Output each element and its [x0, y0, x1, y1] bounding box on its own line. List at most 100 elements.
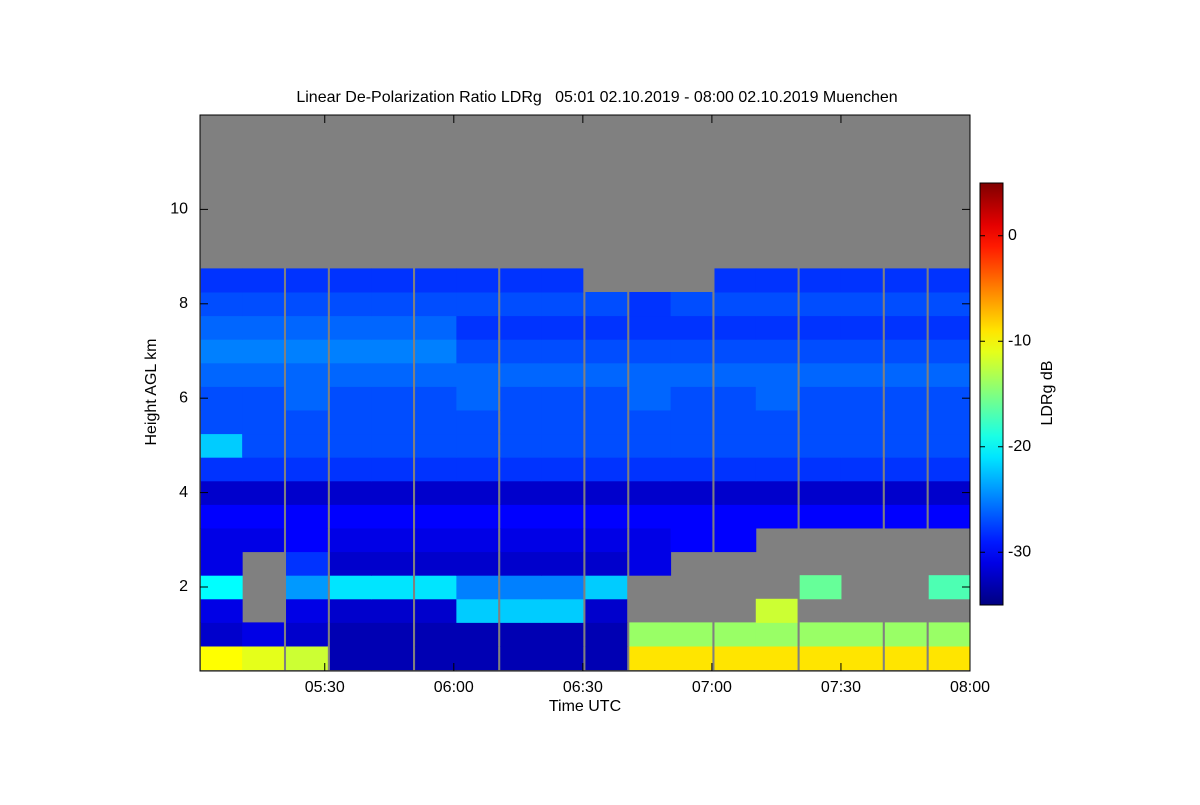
heatmap-cell	[670, 291, 713, 317]
heatmap-cell	[242, 433, 284, 458]
heatmap-cell	[415, 480, 457, 505]
heatmap-cell	[714, 433, 757, 458]
heatmap-cell	[500, 575, 543, 600]
heatmap-cell	[585, 575, 628, 600]
heatmap-cell	[286, 409, 328, 435]
heatmap-cell	[799, 480, 842, 505]
heatmap-cell	[415, 315, 457, 340]
heatmap-cell	[799, 409, 842, 435]
heatmap-cell	[415, 645, 457, 671]
heatmap-cell	[840, 480, 883, 505]
heatmap-cell	[200, 551, 243, 576]
heatmap-cell	[415, 268, 457, 293]
heatmap-cell	[799, 645, 842, 671]
heatmap-cell	[755, 504, 798, 529]
heatmap-cell	[629, 386, 672, 411]
chart-title: Linear De-Polarization Ratio LDRg 05:01 …	[296, 89, 897, 106]
heatmap-cell	[755, 480, 798, 505]
heatmap-cell	[456, 409, 499, 435]
heatmap-cell	[799, 339, 842, 364]
heatmap-cell	[585, 409, 628, 435]
colorbar-tick-label: -10	[1008, 332, 1031, 349]
heatmap-cell	[329, 268, 372, 293]
x-tick-label: 07:30	[821, 679, 861, 696]
heatmap-cell	[799, 291, 842, 317]
heatmap-cell	[928, 433, 971, 458]
heatmap-cell	[541, 527, 584, 553]
heatmap-cell	[286, 575, 328, 600]
heatmap-cell	[884, 409, 927, 435]
heatmap-cell	[585, 433, 628, 458]
heatmap-cell	[286, 645, 328, 671]
heatmap-cell	[242, 315, 284, 340]
heatmap-cell	[242, 480, 284, 505]
heatmap-cell	[371, 504, 413, 529]
heatmap-cell	[329, 527, 372, 553]
heatmap-cell	[329, 457, 372, 482]
heatmap-cell	[500, 339, 543, 364]
heatmap-cell	[456, 622, 499, 647]
heatmap-cell	[200, 268, 243, 293]
heatmap	[200, 268, 971, 671]
colorbar-tick-label: -30	[1008, 543, 1031, 560]
heatmap-cell	[329, 339, 372, 364]
heatmap-cell	[541, 433, 584, 458]
heatmap-cell	[585, 622, 628, 647]
heatmap-cell	[755, 598, 798, 623]
heatmap-cell	[415, 457, 457, 482]
heatmap-cell	[286, 598, 328, 623]
heatmap-cell	[329, 645, 372, 671]
heatmap-cell	[500, 527, 543, 553]
heatmap-cell	[629, 291, 672, 317]
heatmap-cell	[884, 315, 927, 340]
heatmap-cell	[670, 504, 713, 529]
heatmap-cell	[242, 362, 284, 387]
heatmap-cell	[371, 598, 413, 623]
heatmap-cell	[541, 504, 584, 529]
heatmap-cell	[928, 409, 971, 435]
heatmap-cell	[415, 409, 457, 435]
heatmap-cell	[585, 339, 628, 364]
heatmap-cell	[755, 622, 798, 647]
heatmap-cell	[670, 409, 713, 435]
heatmap-cell	[541, 575, 584, 600]
heatmap-cell	[799, 575, 842, 600]
heatmap-cell	[329, 362, 372, 387]
heatmap-cell	[286, 551, 328, 576]
heatmap-cell	[329, 504, 372, 529]
heatmap-cell	[585, 291, 628, 317]
x-tick-label: 06:30	[563, 679, 603, 696]
heatmap-cell	[286, 480, 328, 505]
heatmap-cell	[456, 433, 499, 458]
x-tick-label: 07:00	[692, 679, 732, 696]
heatmap-cell	[541, 622, 584, 647]
colorbar-label: LDRg dB	[1039, 361, 1056, 426]
heatmap-cell	[286, 433, 328, 458]
heatmap-cell	[242, 291, 284, 317]
heatmap-cell	[371, 386, 413, 411]
heatmap-cell	[456, 457, 499, 482]
heatmap-cell	[714, 409, 757, 435]
heatmap-cell	[670, 339, 713, 364]
heatmap-cell	[286, 622, 328, 647]
y-tick-label: 4	[179, 484, 188, 501]
heatmap-cell	[840, 504, 883, 529]
plot-frame	[199, 114, 971, 672]
heatmap-cell	[799, 622, 842, 647]
heatmap-cell	[714, 504, 757, 529]
heatmap-cell	[884, 433, 927, 458]
heatmap-cell	[500, 622, 543, 647]
heatmap-cell	[200, 433, 243, 458]
heatmap-cell	[286, 504, 328, 529]
heatmap-cell	[755, 645, 798, 671]
heatmap-cell	[541, 386, 584, 411]
heatmap-cell	[585, 598, 628, 623]
axes: 05:30 06:00 06:30 07:00 07:30 08:00 2 4 6 8 10 0 -10…	[170, 114, 1031, 696]
heatmap-cell	[629, 339, 672, 364]
heatmap-cell	[840, 268, 883, 293]
x-tick-label: 08:00	[950, 679, 990, 696]
heatmap-cell	[884, 504, 927, 529]
heatmap-cell	[415, 433, 457, 458]
heatmap-cell	[884, 362, 927, 387]
